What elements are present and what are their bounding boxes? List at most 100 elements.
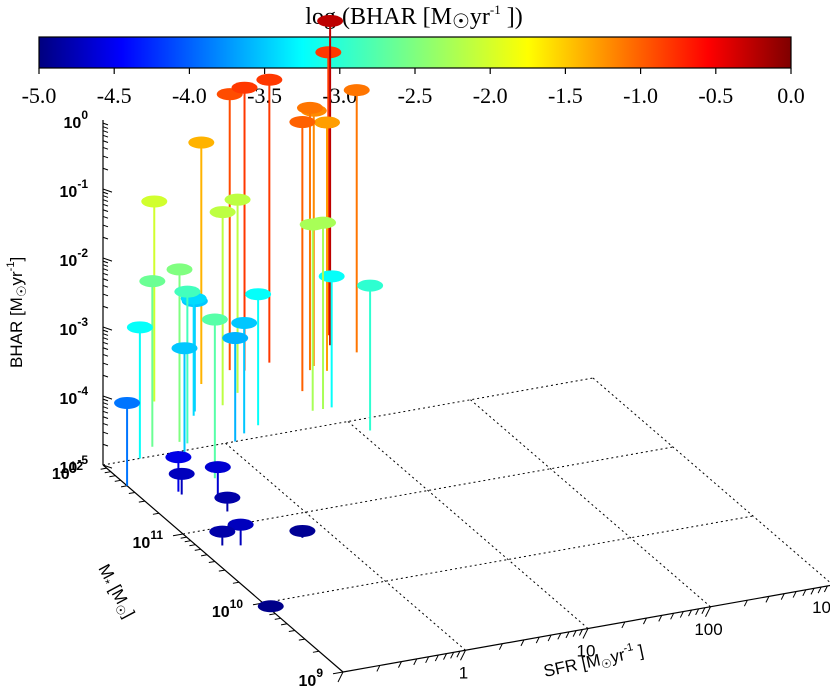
data-point (314, 116, 341, 371)
data-points (114, 14, 384, 613)
z-tick-label: 10-5 (60, 453, 89, 477)
data-point-marker (357, 279, 384, 292)
colorbar-tick-label: -4.0 (172, 83, 207, 108)
z-tick (102, 209, 109, 212)
z-tick (102, 326, 113, 331)
data-point (171, 342, 198, 459)
colorbar-tick-label: -2.5 (398, 83, 433, 108)
y-tick-exp: 9 (316, 666, 323, 680)
z-tick-label: 10-3 (60, 315, 89, 339)
data-point (318, 270, 345, 408)
y-tick-label: 109 (299, 666, 324, 687)
z-tick-base: 10 (60, 391, 78, 408)
z-tick (102, 191, 109, 195)
x-tick (658, 615, 663, 622)
z-tick (102, 337, 109, 340)
x-tick (376, 665, 381, 672)
z-tick (102, 188, 113, 193)
data-point-marker (314, 116, 341, 129)
x-tick (443, 653, 447, 660)
z-tick (102, 126, 109, 129)
data-point-marker (201, 313, 228, 326)
data-point (166, 263, 193, 442)
data-point (209, 206, 236, 406)
y-tick (208, 560, 215, 564)
x-tick (460, 650, 466, 661)
colorbar-tick-label: -2.0 (473, 83, 508, 108)
data-point-marker (114, 396, 141, 409)
y-tick (180, 536, 187, 539)
z-tick (102, 122, 109, 126)
z-tick (102, 224, 109, 228)
z-tick-exp: -4 (77, 384, 88, 398)
z-tick (102, 130, 109, 133)
y-tick-exp: 11 (150, 528, 163, 542)
y-tick (104, 471, 111, 474)
data-point-marker (166, 263, 193, 276)
y-tick (128, 491, 135, 495)
z-tick (102, 293, 109, 297)
data-point (174, 285, 201, 444)
y-tick (280, 623, 288, 626)
data-point-marker (318, 270, 345, 283)
z-tick (102, 199, 109, 202)
z-tick-label: 10-2 (60, 246, 89, 270)
data-point-marker (165, 451, 192, 464)
x-tick (535, 636, 540, 644)
y-tick-label: 1010 (212, 597, 243, 621)
data-point-marker (204, 461, 231, 474)
data-point-marker (317, 14, 344, 27)
y-axis-label: M* [M☉] (92, 561, 139, 622)
data-point-marker (139, 275, 166, 288)
colorbar-tick-label: -1.5 (548, 83, 583, 108)
data-point (227, 518, 254, 546)
colorbar-tick-label: -4.5 (97, 83, 132, 108)
z-tick (102, 257, 113, 262)
z-tick-exp: 0 (81, 108, 88, 122)
y-tick-exp: 10 (230, 597, 244, 611)
data-point (204, 461, 231, 495)
z-tick (102, 146, 109, 150)
y-tick (269, 613, 276, 616)
x-tick (425, 656, 430, 664)
z-tick (102, 347, 109, 350)
y-tick (298, 638, 305, 641)
y-tick (274, 617, 281, 620)
data-point-marker (168, 467, 195, 480)
colorbar-tick-label: -0.5 (698, 83, 733, 108)
z-tick (102, 284, 109, 288)
y-tick (152, 512, 160, 515)
z-tick (102, 268, 109, 271)
data-point (245, 288, 272, 426)
z-tick (102, 264, 109, 267)
z-tick (102, 402, 109, 405)
x-tick (565, 631, 570, 639)
y-tick (120, 485, 128, 488)
data-point-marker (224, 193, 251, 206)
data-point (214, 491, 241, 512)
data-point-marker (343, 84, 370, 97)
data-point-marker (296, 101, 323, 114)
y-tick-base: 10 (52, 466, 70, 483)
data-point-marker (214, 491, 241, 504)
x-tick (802, 589, 807, 597)
data-point-marker (289, 524, 316, 537)
data-point (299, 218, 326, 411)
data-point (257, 600, 284, 613)
z-tick-exp: -2 (77, 246, 88, 260)
x-tick (810, 588, 815, 595)
z-tick (102, 140, 109, 143)
y-tick (218, 569, 225, 572)
y-tick (184, 540, 191, 543)
x-tick (578, 629, 583, 636)
data-point-marker (231, 316, 258, 329)
colorbar-tick-label: -5.0 (22, 83, 57, 108)
z-tick (102, 416, 109, 419)
x-tick (621, 621, 626, 629)
z-tick (102, 305, 109, 309)
x-tick (337, 671, 344, 683)
